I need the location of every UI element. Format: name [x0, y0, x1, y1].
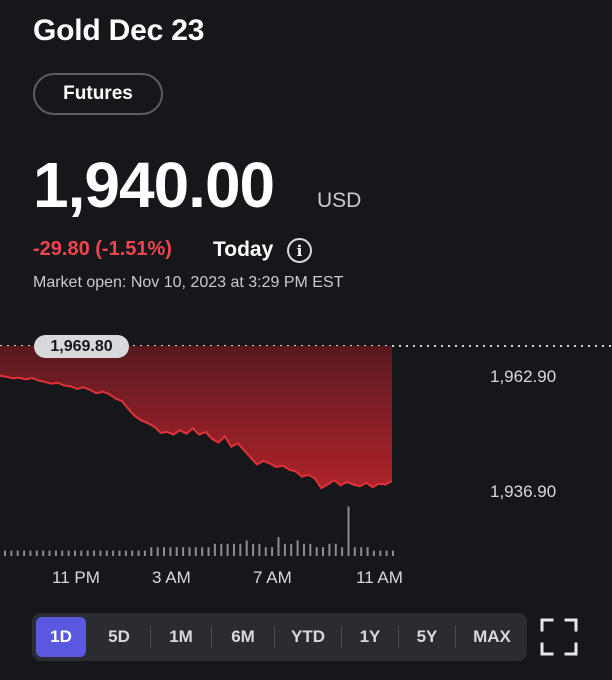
volume-bar	[194, 547, 197, 556]
volume-bar	[334, 543, 337, 556]
tab-separator	[398, 626, 399, 648]
volume-bar	[61, 550, 64, 556]
volume-bar	[392, 550, 394, 556]
volume-bar	[226, 543, 229, 556]
volume-bar	[150, 547, 153, 556]
y-axis-label-high: 1,962.90	[490, 367, 557, 386]
volume-bar	[124, 550, 127, 556]
volume-bars	[4, 506, 394, 556]
volume-bar	[353, 547, 356, 556]
price-line	[0, 374, 393, 490]
x-axis-label: 3 AM	[152, 568, 191, 587]
volume-bar	[93, 550, 95, 556]
volume-bar	[42, 550, 45, 556]
volume-bar	[80, 550, 83, 556]
tab-separator	[341, 626, 342, 648]
volume-bar	[207, 547, 210, 556]
volume-bar	[131, 550, 134, 556]
tab-1d[interactable]: 1D	[36, 617, 86, 657]
range-tabs: 1D 5D 1M 6M YTD 1Y 5Y MAX	[32, 613, 527, 661]
x-axis-label: 7 AM	[253, 568, 292, 587]
volume-bar	[4, 550, 6, 556]
volume-bar	[360, 547, 363, 556]
previous-close-badge: 1,969.80	[34, 335, 129, 358]
current-price: 1,940.00	[33, 149, 275, 221]
volume-bar	[188, 547, 191, 556]
volume-bar	[74, 550, 76, 556]
currency-label: USD	[317, 189, 362, 212]
tab-5d[interactable]: 5D	[108, 627, 130, 646]
volume-bar	[271, 547, 274, 556]
tab-ytd[interactable]: YTD	[291, 627, 325, 646]
info-icon[interactable]: i	[287, 238, 312, 263]
volume-bar	[385, 550, 388, 556]
volume-bar	[213, 543, 216, 556]
volume-bar	[239, 543, 242, 556]
volume-bar	[201, 547, 204, 556]
volume-bar	[315, 547, 318, 556]
volume-bar	[105, 550, 108, 556]
volume-bar	[143, 550, 146, 556]
volume-bar	[303, 543, 305, 556]
price-change: -29.80 (-1.51%)	[33, 238, 172, 260]
volume-bar	[10, 550, 13, 556]
tab-1m[interactable]: 1M	[169, 627, 193, 646]
market-status: Market open: Nov 10, 2023 at 3:29 PM EST	[33, 274, 344, 291]
volume-bar	[258, 543, 261, 556]
volume-bar	[48, 550, 51, 556]
volume-bar	[99, 550, 102, 556]
volume-bar	[175, 547, 178, 556]
volume-bar	[341, 547, 344, 556]
volume-bar	[118, 550, 121, 556]
tab-separator	[274, 626, 275, 648]
volume-bar	[372, 550, 375, 556]
tab-6m[interactable]: 6M	[231, 627, 255, 646]
volume-bar	[182, 547, 185, 556]
volume-bar	[35, 550, 38, 556]
volume-bar	[309, 543, 312, 556]
tab-separator	[150, 626, 151, 648]
volume-bar	[112, 550, 115, 556]
x-axis-label: 11 AM	[356, 568, 403, 587]
volume-bar	[29, 550, 32, 556]
instrument-title: Gold Dec 23	[33, 14, 205, 47]
volume-bar	[283, 543, 286, 556]
tab-1y[interactable]: 1Y	[359, 627, 381, 646]
volume-bar	[220, 543, 223, 556]
futures-badge[interactable]: Futures	[33, 73, 163, 115]
tab-separator	[455, 626, 456, 648]
volume-bar	[252, 543, 255, 556]
volume-bar	[169, 547, 172, 556]
y-axis-label-low: 1,936.90	[490, 482, 557, 501]
volume-bar	[366, 547, 369, 556]
volume-bar	[67, 550, 70, 556]
fullscreen-icon[interactable]	[540, 618, 578, 656]
volume-bar	[379, 550, 382, 556]
volume-bar	[296, 540, 299, 556]
tab-5y[interactable]: 5Y	[416, 627, 438, 646]
volume-bar	[233, 543, 235, 556]
volume-bar	[16, 550, 19, 556]
volume-bar	[264, 547, 267, 556]
volume-bar	[347, 506, 350, 556]
x-axis-label: 11 PM	[52, 568, 100, 587]
price-area	[0, 346, 392, 489]
volume-bar	[54, 550, 57, 556]
volume-bar	[245, 540, 248, 556]
volume-bar	[328, 543, 331, 556]
volume-bar	[137, 550, 140, 556]
tab-max[interactable]: MAX	[473, 627, 511, 646]
volume-bar	[277, 537, 280, 556]
volume-bar	[86, 550, 89, 556]
volume-bar	[23, 550, 26, 556]
volume-bar	[156, 547, 159, 556]
period-label: Today	[213, 238, 274, 261]
price-chart[interactable]	[0, 330, 612, 560]
tab-separator	[211, 626, 212, 648]
volume-bar	[163, 547, 165, 556]
volume-bar	[322, 547, 324, 556]
volume-bar	[290, 543, 293, 556]
